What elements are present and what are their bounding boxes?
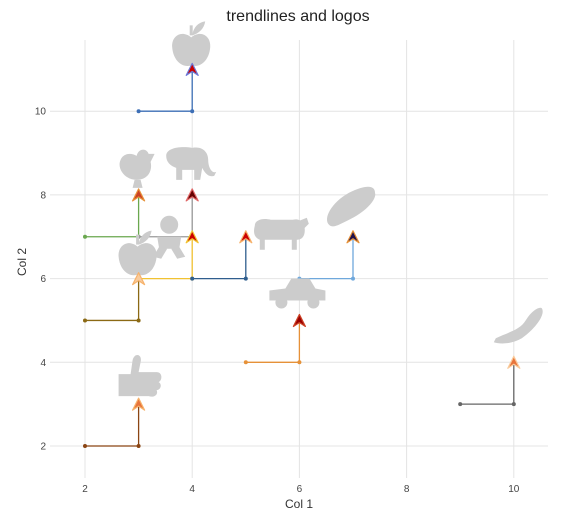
y-axis-label: Col 2 bbox=[15, 248, 29, 276]
apple-icon bbox=[172, 21, 211, 66]
arrow-marker bbox=[132, 188, 146, 202]
data-point bbox=[511, 402, 516, 407]
data-point bbox=[351, 276, 355, 281]
y-tick-label: 6 bbox=[40, 274, 46, 285]
trendlines bbox=[83, 69, 516, 448]
apple-icon bbox=[118, 230, 157, 276]
y-tick-label: 10 bbox=[35, 107, 47, 118]
arrow-marker bbox=[507, 355, 521, 369]
cow-icon bbox=[254, 217, 309, 250]
car-icon bbox=[269, 278, 326, 309]
y-tick-label: 8 bbox=[40, 190, 46, 201]
chart-title: trendlines and logos bbox=[226, 8, 369, 25]
arrow-marker bbox=[346, 230, 360, 244]
x-tick-label: 8 bbox=[404, 484, 410, 495]
arrow-marker bbox=[239, 230, 253, 244]
data-point bbox=[243, 276, 248, 281]
arrow-marker bbox=[185, 230, 199, 244]
x-axis-label: Col 1 bbox=[285, 497, 313, 511]
data-point bbox=[297, 360, 302, 365]
markers bbox=[132, 62, 521, 411]
data-point bbox=[190, 109, 195, 114]
x-tick-label: 6 bbox=[297, 484, 303, 495]
x-tick-label: 4 bbox=[189, 484, 195, 495]
arrow-marker bbox=[185, 62, 199, 76]
trendline-segment bbox=[85, 278, 140, 322]
arrow-marker bbox=[132, 272, 146, 286]
trendline-segment bbox=[138, 69, 193, 112]
arrow-marker bbox=[132, 397, 146, 411]
trendline-segment bbox=[85, 194, 140, 238]
tick-labels: 2 4 6 8 10 2 4 6 8 10 bbox=[35, 107, 520, 495]
trendline-segment bbox=[245, 320, 301, 363]
y-tick-label: 4 bbox=[40, 358, 46, 369]
trendline-segment bbox=[192, 236, 247, 280]
data-point bbox=[458, 402, 463, 407]
arrow-marker bbox=[185, 188, 199, 202]
data-point bbox=[190, 276, 195, 281]
trendline-segment bbox=[85, 404, 140, 447]
x-tick-label: 10 bbox=[508, 484, 520, 495]
y-tick-label: 2 bbox=[40, 442, 46, 453]
data-point bbox=[243, 360, 248, 365]
trendline-segment bbox=[299, 236, 354, 280]
data-point bbox=[136, 109, 141, 114]
thumbs-up-icon bbox=[118, 355, 162, 397]
baby-icon bbox=[153, 215, 186, 259]
logos bbox=[118, 21, 543, 397]
data-point bbox=[83, 318, 87, 323]
data-point bbox=[136, 444, 141, 448]
data-point bbox=[83, 444, 87, 448]
elephant-icon bbox=[166, 147, 217, 180]
chicken-icon bbox=[119, 149, 155, 188]
data-point bbox=[83, 234, 87, 239]
arrow-marker bbox=[292, 313, 306, 328]
banana-icon bbox=[493, 307, 543, 344]
bread-icon bbox=[327, 186, 376, 227]
data-point bbox=[136, 318, 141, 323]
trendline-segment bbox=[460, 362, 515, 405]
x-tick-label: 2 bbox=[82, 484, 88, 495]
